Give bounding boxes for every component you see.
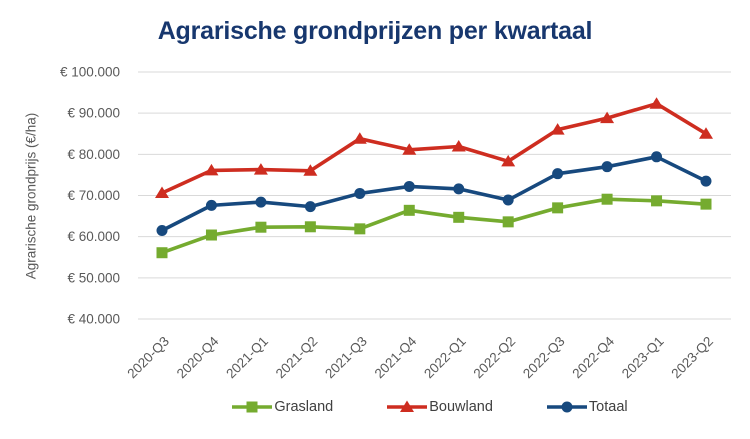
marker-square (700, 198, 712, 210)
x-tick-label: 2021-Q2 (273, 334, 321, 382)
y-tick-label: € 60.000 (67, 229, 120, 244)
y-tick-label: € 40.000 (67, 312, 120, 327)
y-tick-label: € 100.000 (60, 65, 120, 80)
marker-triangle (501, 154, 516, 167)
x-tick-label: 2022-Q2 (471, 334, 519, 382)
marker-square (255, 221, 267, 233)
marker-circle (453, 183, 465, 195)
marker-triangle (649, 97, 664, 109)
marker-triangle (352, 132, 367, 144)
marker-circle (700, 175, 712, 187)
grasland-line-square-icon (232, 401, 273, 413)
x-tick-label: 2021-Q1 (223, 334, 271, 382)
series-totaal (156, 151, 712, 236)
marker-circle (255, 196, 267, 208)
marker-circle (354, 187, 366, 199)
x-tick-label: 2021-Q3 (322, 334, 370, 382)
marker-square (502, 216, 514, 228)
y-tick-label: € 50.000 (67, 270, 120, 285)
x-tick-label: 2020-Q4 (174, 333, 222, 381)
marker-square (601, 193, 613, 205)
x-tick-label: 2022-Q3 (520, 334, 568, 382)
marker-circle (156, 224, 168, 236)
x-tick-label: 2022-Q4 (569, 333, 617, 381)
marker-circle (304, 201, 316, 213)
series-grasland (156, 193, 712, 259)
series-line (161, 155, 707, 233)
legend-item-grasland: Grasland (232, 399, 333, 415)
y-tick-label: € 80.000 (67, 147, 120, 162)
marker-square (354, 223, 366, 235)
bouwland-line-triangle-icon (387, 400, 428, 412)
marker-triangle (303, 164, 318, 176)
x-tick-label: 2023-Q1 (619, 334, 667, 382)
marker-triangle (600, 111, 615, 124)
marker-triangle (400, 400, 415, 412)
x-tick-label: 2021-Q4 (372, 333, 420, 381)
marker-square (156, 247, 168, 259)
marker-circle (552, 168, 564, 180)
x-tick-label: 2022-Q1 (421, 334, 469, 382)
legend: Grasland Bouwland Totaal (128, 396, 732, 418)
marker-triangle (204, 163, 219, 176)
legend-label-bouwland: Bouwland (429, 399, 493, 415)
marker-square (651, 195, 663, 207)
marker-square (246, 401, 258, 413)
marker-triangle (699, 127, 713, 139)
marker-triangle (550, 123, 565, 135)
x-tick-label: 2020-Q3 (124, 334, 172, 382)
y-tick-label: € 70.000 (67, 188, 120, 203)
series-line (161, 197, 707, 255)
legend-item-bouwland: Bouwland (387, 399, 493, 415)
marker-circle (561, 401, 573, 413)
chart-title: Agrarische grondprijzen per kwartaal (157, 17, 593, 45)
marker-circle (651, 151, 663, 163)
marker-circle (601, 161, 613, 173)
marker-triangle (155, 186, 169, 199)
series-line (161, 101, 707, 195)
marker-square (552, 202, 564, 214)
totaal-line-circle-icon (546, 401, 587, 413)
marker-triangle (253, 163, 268, 175)
marker-square (205, 229, 217, 241)
marker-circle (502, 194, 514, 206)
legend-item-totaal: Totaal (546, 399, 628, 415)
marker-circle (205, 199, 217, 211)
marker-circle (403, 180, 415, 192)
series-bouwland (155, 97, 713, 199)
legend-label-grasland: Grasland (274, 399, 334, 415)
marker-square (453, 211, 465, 223)
x-tick-label: 2023-Q2 (668, 334, 716, 382)
y-tick-label: € 90.000 (67, 106, 120, 121)
marker-square (304, 221, 316, 233)
marker-square (403, 204, 415, 216)
marker-triangle (451, 140, 466, 152)
legend-label-totaal: Totaal (588, 399, 628, 415)
marker-triangle (402, 143, 417, 155)
